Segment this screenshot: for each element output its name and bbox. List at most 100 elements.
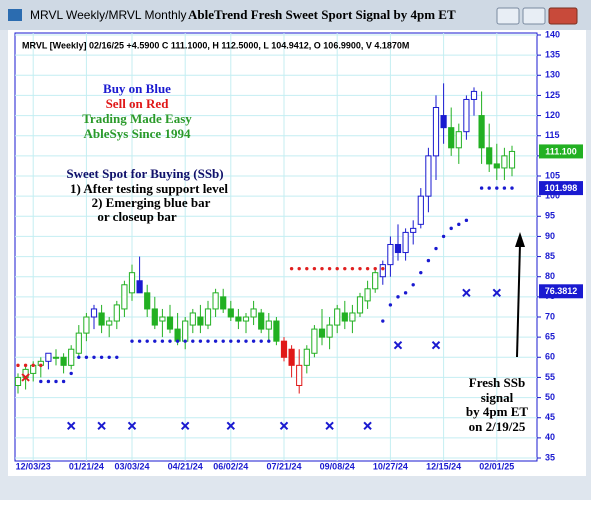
support-dot xyxy=(153,339,157,343)
annotation: by 4pm ET xyxy=(466,404,528,419)
candle-body xyxy=(60,356,67,366)
x-marker xyxy=(226,421,236,430)
support-dot xyxy=(502,186,507,190)
support-dot xyxy=(206,339,210,343)
candle-body xyxy=(258,312,265,330)
x-marker xyxy=(127,421,137,430)
x-marker xyxy=(21,373,30,382)
x-tick-label: 06/02/24 xyxy=(213,461,248,471)
support-dot xyxy=(115,355,119,359)
support-dot xyxy=(259,339,263,343)
support-dot xyxy=(388,303,393,307)
support-dot xyxy=(107,355,111,359)
candle-body xyxy=(136,280,143,294)
plot-area xyxy=(14,32,538,462)
candle-body xyxy=(83,316,90,334)
x-marker xyxy=(393,340,403,350)
support-dot xyxy=(160,339,165,343)
support-dot xyxy=(411,283,415,287)
candle-body xyxy=(394,243,402,254)
candle-body xyxy=(52,356,60,359)
y-tick-label: 105 xyxy=(545,170,560,180)
candle-body xyxy=(356,296,364,314)
support-dot xyxy=(464,218,469,223)
resistance-dot xyxy=(358,266,362,271)
candle-body xyxy=(478,115,485,149)
close-button[interactable] xyxy=(548,7,578,25)
candle-body xyxy=(455,131,462,149)
candle-body xyxy=(288,348,295,366)
y-tick-label: 70 xyxy=(545,311,555,321)
resistance-dot xyxy=(381,266,385,271)
support-dot xyxy=(495,186,499,190)
candle-body xyxy=(68,348,75,366)
support-dot xyxy=(403,291,408,295)
maximize-button[interactable] xyxy=(522,7,546,25)
resistance-dot xyxy=(16,363,20,368)
annotation: 1) After testing support level xyxy=(70,181,228,196)
price-tag-label: 101.998 xyxy=(545,183,578,193)
candle-body xyxy=(265,320,272,330)
annotation: 2) Emerging blue bar xyxy=(92,195,211,210)
candle-body xyxy=(242,316,250,322)
support-dot xyxy=(434,246,438,251)
candle-body xyxy=(174,328,181,342)
annotation: AbleSys Since 1994 xyxy=(84,126,191,141)
candle-body xyxy=(341,312,348,322)
x-marker xyxy=(97,421,106,430)
candle-body xyxy=(417,195,424,225)
minimize-button[interactable] xyxy=(496,7,520,25)
resistance-dot xyxy=(297,266,301,271)
candle-body xyxy=(296,364,303,386)
support-dot xyxy=(396,295,400,299)
candle-body xyxy=(349,312,356,322)
support-dot xyxy=(229,339,233,343)
candle-body xyxy=(410,227,417,233)
candle-body xyxy=(273,320,280,342)
y-tick-label: 95 xyxy=(545,211,555,221)
support-dot xyxy=(69,371,73,376)
plot-layer: 3540455055606570758085909510010511011512… xyxy=(14,29,583,471)
y-tick-label: 45 xyxy=(545,412,555,422)
resistance-dot xyxy=(320,266,324,271)
support-dot xyxy=(244,339,248,343)
candle-body xyxy=(432,107,440,157)
x-tick-label: 04/21/24 xyxy=(168,461,203,471)
y-tick-label: 50 xyxy=(545,392,555,402)
support-dot xyxy=(479,186,484,190)
x-marker xyxy=(462,288,471,298)
y-tick-label: 60 xyxy=(545,352,555,362)
x-tick-label: 09/08/24 xyxy=(320,461,355,471)
support-dot xyxy=(213,339,218,343)
candle-body xyxy=(128,272,136,294)
candle-body xyxy=(334,308,341,326)
support-dot xyxy=(92,355,96,359)
candle-body xyxy=(303,348,310,366)
resistance-dot xyxy=(31,363,35,368)
annotation: Sell on Red xyxy=(106,96,170,111)
annotation: Sweet Spot for Buying (SSb) xyxy=(66,166,223,181)
candle-body xyxy=(166,316,174,330)
candle-body xyxy=(364,288,371,302)
resistance-dot xyxy=(373,266,377,271)
candle-body xyxy=(493,163,500,169)
candle-body xyxy=(280,340,288,358)
candle-body xyxy=(106,320,113,326)
resistance-dot xyxy=(327,266,332,271)
y-tick-label: 55 xyxy=(545,372,555,382)
candle-body xyxy=(182,320,189,342)
support-dot xyxy=(441,234,446,239)
x-tick-label: 01/21/24 xyxy=(69,461,104,471)
support-dot xyxy=(487,186,491,190)
y-tick-label: 80 xyxy=(545,271,555,281)
candle-body xyxy=(235,316,242,322)
support-dot xyxy=(137,339,142,343)
candle-body xyxy=(311,328,318,354)
candle-body xyxy=(144,292,151,310)
x-tick-label: 12/15/24 xyxy=(426,461,461,471)
support-dot xyxy=(221,339,225,343)
candle-body xyxy=(508,150,516,169)
support-dot xyxy=(191,339,195,343)
support-dot xyxy=(130,339,134,343)
